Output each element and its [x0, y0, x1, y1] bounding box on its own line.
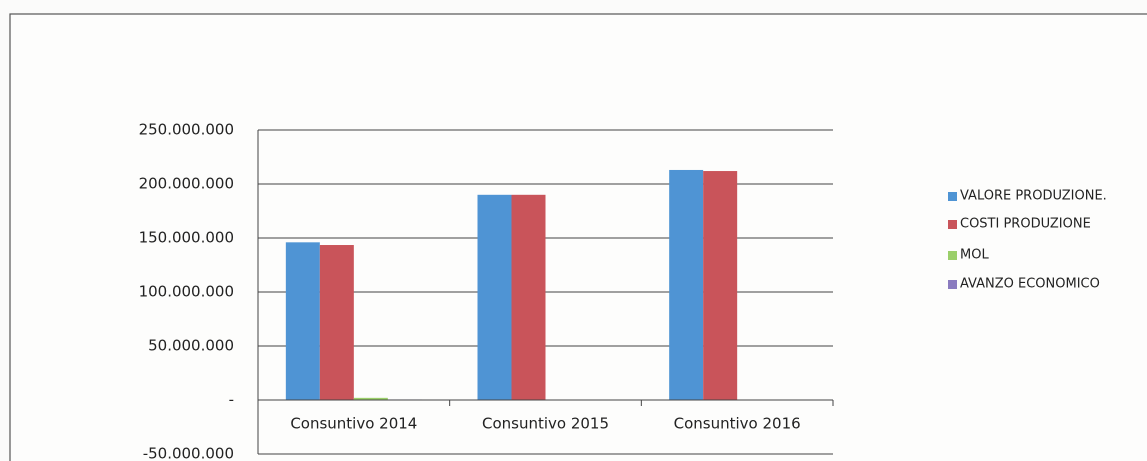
bar	[319, 245, 354, 400]
bar	[353, 397, 388, 400]
bar	[511, 194, 546, 400]
y-tick-label: -50.000.000	[143, 445, 234, 461]
bar	[669, 169, 704, 400]
y-tick-label: 250.000.000	[139, 121, 234, 139]
legend-label: MOL	[960, 248, 989, 263]
legend-swatch	[948, 251, 957, 260]
x-tick-label: Consuntivo 2016	[674, 415, 801, 433]
y-tick-label: 50.000.000	[148, 337, 234, 355]
bar	[477, 194, 512, 400]
y-tick-label: 100.000.000	[139, 283, 234, 301]
x-tick-label: Consuntivo 2015	[482, 415, 609, 433]
legend-swatch	[948, 280, 957, 289]
bar	[703, 171, 738, 400]
x-tick-label: Consuntivo 2014	[290, 415, 417, 433]
bar	[285, 242, 320, 400]
legend-label: AVANZO ECONOMICO	[960, 277, 1100, 292]
legend-label: COSTI PRODUZIONE	[960, 217, 1091, 232]
legend-label: VALORE PRODUZIONE.	[960, 189, 1107, 204]
y-tick-label: 150.000.000	[139, 229, 234, 247]
y-tick-label: 200.000.000	[139, 175, 234, 193]
legend-swatch	[948, 220, 957, 229]
y-tick-label: -	[229, 391, 234, 409]
legend-swatch	[948, 192, 957, 201]
